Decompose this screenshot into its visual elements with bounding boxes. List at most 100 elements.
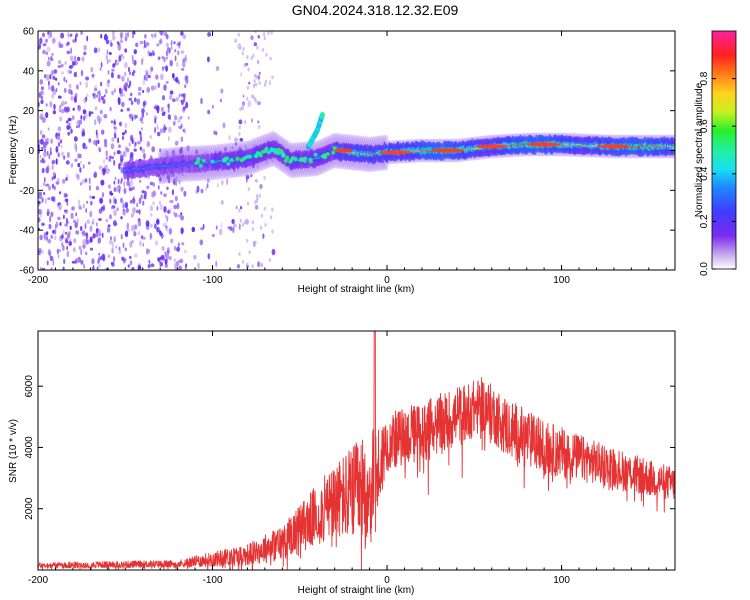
noise-blob xyxy=(59,191,62,195)
noise-blob xyxy=(111,137,115,142)
noise-blob xyxy=(182,107,186,113)
noise-blob xyxy=(256,59,260,64)
noise-blob xyxy=(118,249,122,255)
noise-blob xyxy=(126,222,130,230)
noise-blob xyxy=(174,48,177,53)
noise-blob xyxy=(184,128,186,134)
noise-blob xyxy=(271,158,274,163)
noise-blob xyxy=(174,176,178,183)
noise-blob xyxy=(129,255,132,259)
noise-blob xyxy=(177,50,180,56)
noise-blob xyxy=(129,71,131,76)
noise-blob xyxy=(63,258,66,265)
noise-blob xyxy=(133,148,137,152)
noise-blob xyxy=(72,107,75,111)
noise-blob xyxy=(46,260,49,266)
noise-blob xyxy=(153,115,158,121)
noise-blob xyxy=(101,169,104,176)
noise-blob xyxy=(80,69,84,77)
noise-blob xyxy=(72,39,76,43)
noise-blob xyxy=(52,110,57,115)
noise-blob xyxy=(165,42,169,47)
noise-blob xyxy=(114,222,118,226)
noise-blob xyxy=(112,63,115,68)
noise-blob xyxy=(178,41,181,46)
snr-y-tick-label: 2000 xyxy=(24,497,35,520)
noise-blob xyxy=(47,56,50,61)
noise-blob xyxy=(67,117,72,122)
ridge-spot xyxy=(332,146,337,151)
noise-blob xyxy=(131,224,135,232)
noise-blob xyxy=(133,69,136,74)
noise-blob xyxy=(74,55,76,62)
noise-blob xyxy=(121,132,125,136)
noise-blob xyxy=(79,81,82,86)
ridge-spot xyxy=(196,157,201,161)
noise-blob xyxy=(165,150,169,157)
noise-blob xyxy=(55,146,59,153)
noise-blob xyxy=(156,124,159,131)
noise-blob xyxy=(173,121,176,126)
ridge-spot xyxy=(323,155,328,160)
noise-blob xyxy=(241,260,245,264)
noise-blob xyxy=(93,47,98,54)
noise-blob xyxy=(74,93,78,99)
spectrogram-x-tick-label: 0 xyxy=(384,275,390,286)
noise-blob xyxy=(161,95,166,101)
noise-blob xyxy=(47,33,51,39)
noise-blob xyxy=(40,146,44,151)
noise-blob xyxy=(167,103,170,109)
noise-blob xyxy=(146,86,150,93)
noise-blob xyxy=(173,204,178,210)
noise-blob xyxy=(139,179,142,183)
noise-blob xyxy=(70,47,73,54)
noise-blob xyxy=(119,89,122,94)
noise-blob xyxy=(269,56,272,61)
noise-blob xyxy=(109,236,113,241)
noise-blob xyxy=(90,66,94,73)
ridge-spot xyxy=(285,155,290,160)
ridge-spot xyxy=(273,148,278,152)
noise-blob xyxy=(246,262,249,267)
noise-blob xyxy=(212,104,214,109)
noise-blob xyxy=(159,204,163,211)
noise-blob xyxy=(113,180,116,185)
noise-blob xyxy=(42,116,46,123)
spectrogram-y-tick-label: -20 xyxy=(20,186,35,197)
noise-blob xyxy=(259,184,263,189)
noise-blob xyxy=(39,79,44,85)
noise-blob xyxy=(179,258,184,264)
noise-blob xyxy=(108,184,111,189)
noise-blob xyxy=(147,50,151,56)
noise-blob xyxy=(39,113,44,117)
noise-blob xyxy=(68,241,73,246)
noise-blob xyxy=(256,165,259,169)
noise-blob xyxy=(91,73,95,78)
noise-blob xyxy=(89,195,92,199)
noise-blob xyxy=(55,181,60,185)
noise-blob xyxy=(83,130,85,136)
noise-blob xyxy=(153,85,157,90)
noise-blob xyxy=(160,73,164,81)
noise-blob xyxy=(117,74,121,79)
noise-blob xyxy=(128,97,133,101)
noise-blob xyxy=(173,245,177,251)
noise-blob xyxy=(232,223,237,228)
noise-blob xyxy=(163,111,166,115)
noise-blob xyxy=(57,65,62,68)
noise-blob xyxy=(133,60,137,65)
noise-blob xyxy=(66,50,71,55)
noise-blob xyxy=(160,262,163,266)
noise-blob xyxy=(260,213,264,218)
colorbar-label: Normalized spectral amplitude xyxy=(694,82,705,217)
ridge-spot xyxy=(279,149,284,154)
noise-blob xyxy=(234,137,239,143)
noise-blob xyxy=(81,56,85,62)
noise-blob xyxy=(136,202,139,208)
noise-blob xyxy=(38,191,42,195)
noise-blob xyxy=(115,245,117,249)
noise-blob xyxy=(45,183,50,187)
noise-blob xyxy=(72,247,76,253)
noise-blob xyxy=(204,187,207,191)
ridge-spot xyxy=(201,158,206,163)
